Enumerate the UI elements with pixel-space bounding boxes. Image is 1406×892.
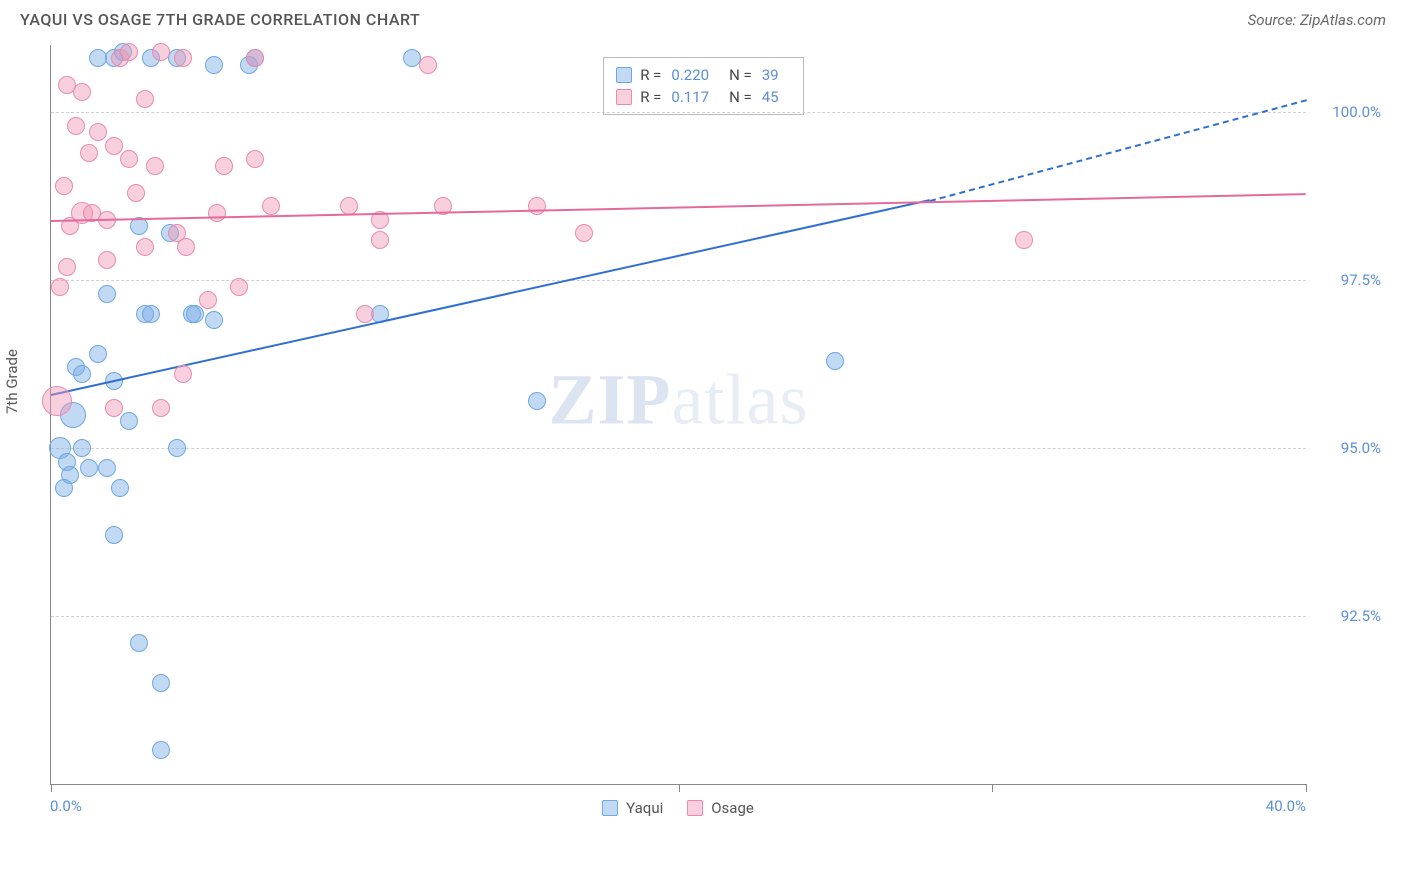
gridline (51, 616, 1306, 617)
data-point (105, 526, 123, 544)
legend-n-label: N = (729, 66, 752, 84)
source-label: Source: ZipAtlas.com (1248, 11, 1386, 29)
data-point (205, 56, 223, 74)
data-point (174, 365, 192, 383)
data-point (177, 238, 195, 256)
x-tick (51, 784, 52, 792)
y-tick-label: 100.0% (1311, 103, 1381, 121)
data-point (152, 674, 170, 692)
data-point (55, 177, 73, 195)
legend-r-label: R = (640, 88, 661, 106)
data-point (89, 123, 107, 141)
data-point (205, 311, 223, 329)
data-point (98, 459, 116, 477)
legend-r-label: R = (640, 66, 661, 84)
data-point (199, 291, 217, 309)
legend-swatch (687, 800, 703, 816)
data-point (73, 83, 91, 101)
data-point (105, 137, 123, 155)
data-point (89, 345, 107, 363)
bottom-legend-item: Yaqui (602, 799, 663, 817)
data-point (1015, 231, 1033, 249)
data-point (80, 459, 98, 477)
data-point (152, 43, 170, 61)
chart-title: YAQUI VS OSAGE 7TH GRADE CORRELATION CHA… (20, 10, 420, 29)
data-point (575, 224, 593, 242)
data-point (168, 439, 186, 457)
data-point (73, 439, 91, 457)
bottom-legend-item: Osage (687, 799, 754, 817)
data-point (58, 258, 76, 276)
plot-area: ZIPatlas R =0.220N =39R =0.117N =45 92.5… (50, 45, 1306, 785)
legend-n-value: 45 (762, 88, 779, 106)
data-point (73, 365, 91, 383)
data-point (136, 238, 154, 256)
data-point (146, 157, 164, 175)
data-point (58, 76, 76, 94)
data-point (528, 197, 546, 215)
x-tick (992, 784, 993, 792)
legend-n-value: 39 (762, 66, 779, 84)
series-legend: Yaqui Osage (50, 799, 1306, 817)
data-point (230, 278, 248, 296)
y-tick-label: 97.5% (1311, 271, 1381, 289)
y-tick-label: 92.5% (1311, 607, 1381, 625)
data-point (130, 634, 148, 652)
correlation-legend: R = 0.220 N = 39 R = 0.117 N = 45 (603, 57, 803, 115)
data-point (80, 144, 98, 162)
data-point (528, 392, 546, 410)
data-point (111, 479, 129, 497)
watermark: ZIPatlas (549, 358, 809, 441)
data-point (98, 251, 116, 269)
series-name: Osage (711, 799, 754, 817)
series-name: Yaqui (626, 799, 663, 817)
y-axis-title: 7th Grade (3, 349, 21, 414)
legend-row: R = 0.220 N = 39 (616, 64, 790, 86)
legend-n-label: N = (729, 88, 752, 106)
chart-container: 7th Grade ZIPatlas R =0.220N =39R =0.117… (50, 35, 1386, 835)
gridline (51, 112, 1306, 113)
data-point (120, 43, 138, 61)
x-tick (1306, 784, 1307, 792)
legend-swatch (616, 89, 632, 105)
data-point (55, 479, 73, 497)
data-point (136, 90, 154, 108)
legend-swatch (616, 67, 632, 83)
data-point (246, 49, 264, 67)
legend-row: R = 0.117 N = 45 (616, 86, 790, 108)
data-point (371, 231, 389, 249)
data-point (142, 305, 160, 323)
legend-r-value: 0.117 (671, 88, 709, 106)
legend-r-value: 0.220 (671, 66, 709, 84)
data-point (152, 399, 170, 417)
y-tick-label: 95.0% (1311, 439, 1381, 457)
data-point (208, 204, 226, 222)
data-point (105, 399, 123, 417)
data-point (152, 741, 170, 759)
legend-swatch (602, 800, 618, 816)
data-point (120, 150, 138, 168)
data-point (127, 184, 145, 202)
data-point (826, 352, 844, 370)
data-point (174, 49, 192, 67)
data-point (42, 386, 72, 416)
data-point (120, 412, 138, 430)
x-tick (679, 784, 680, 792)
data-point (262, 197, 280, 215)
data-point (51, 278, 69, 296)
trend-line (929, 99, 1306, 202)
data-point (356, 305, 374, 323)
data-point (246, 150, 264, 168)
data-point (215, 157, 233, 175)
gridline (51, 448, 1306, 449)
data-point (98, 285, 116, 303)
data-point (419, 56, 437, 74)
trend-line (51, 193, 1306, 222)
data-point (67, 117, 85, 135)
